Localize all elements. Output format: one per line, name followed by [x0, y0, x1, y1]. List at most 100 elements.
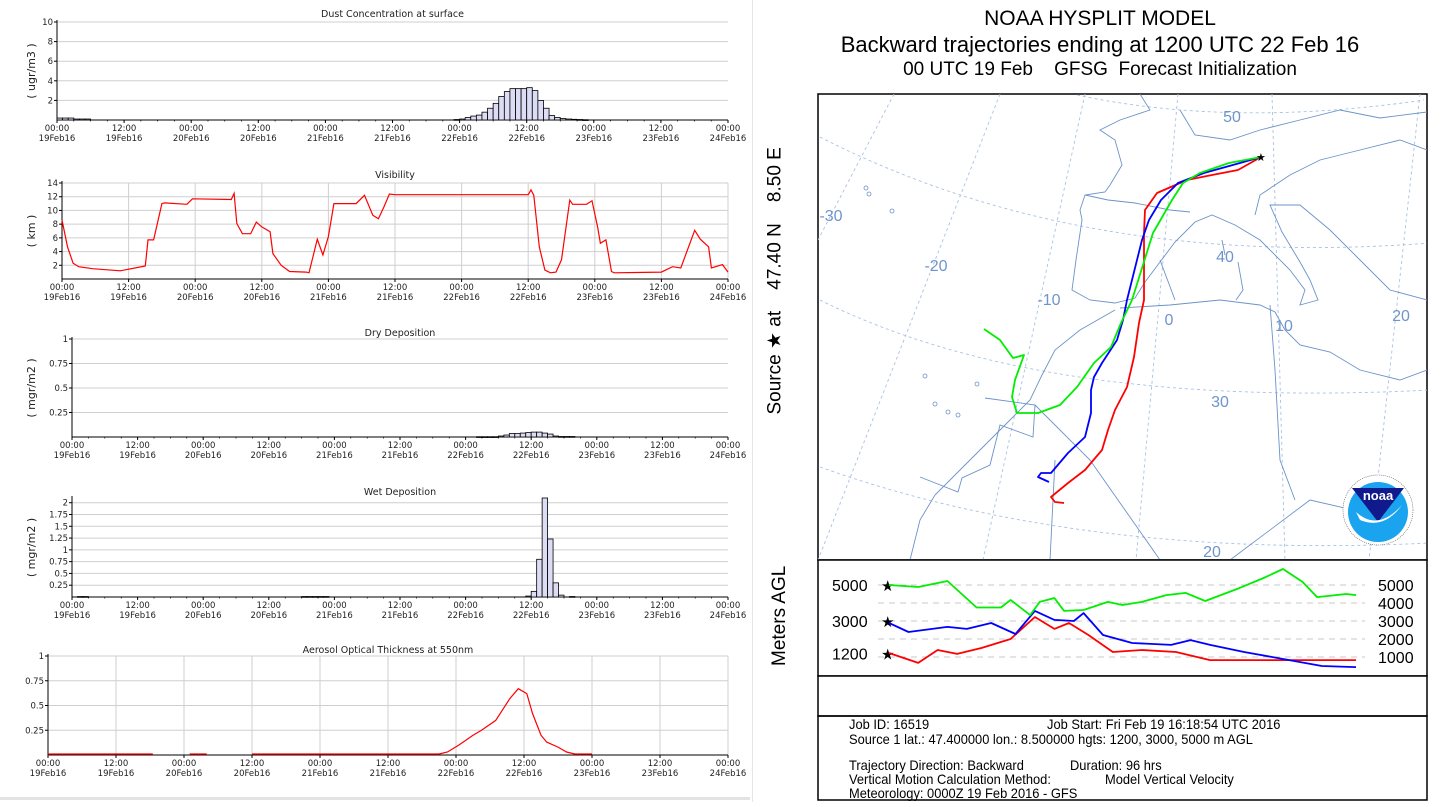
x-tick-date-label: 21Feb16 — [370, 769, 407, 779]
x-tick-date-label: 23Feb16 — [643, 293, 680, 303]
coastline — [1221, 239, 1226, 256]
source-star-icon: ★ — [1256, 152, 1266, 164]
bar — [312, 596, 319, 598]
panel-divider — [752, 0, 753, 802]
bar — [487, 107, 494, 121]
vertical-motion-value: Model Vertical Velocity — [1105, 771, 1234, 787]
x-tick-date-label: 19Feb16 — [54, 451, 91, 461]
x-tick-time-label: 00:00 — [45, 124, 70, 134]
bar — [82, 596, 89, 598]
x-tick-date-label: 19Feb16 — [98, 769, 135, 779]
chart-4: 0.250.50.75100:0019Feb1612:0019Feb1600:0… — [25, 645, 746, 779]
source-location-label: Source ★ at 47.40 N 8.50 E — [764, 147, 786, 415]
x-tick-time-label: 12:00 — [650, 601, 675, 611]
x-tick-time-label: 12:00 — [519, 441, 544, 451]
x-tick-time-label: 00:00 — [585, 441, 610, 451]
chart-1: 246810121400:0019Feb1612:0019Feb1600:002… — [25, 170, 746, 303]
x-tick-time-label: 00:00 — [453, 601, 478, 611]
bar — [576, 119, 584, 121]
x-tick-time-label: 00:00 — [36, 759, 61, 769]
x-tick-time-label: 00:00 — [191, 601, 216, 611]
x-tick-time-label: 00:00 — [60, 601, 85, 611]
x-tick-time-label: 00:00 — [447, 124, 472, 134]
coastline — [1119, 299, 1427, 381]
y-tick-label: 1.5 — [54, 522, 68, 532]
x-tick-date-label: 22Feb16 — [513, 611, 550, 621]
x-tick-date-label: 20Feb16 — [185, 451, 222, 461]
x-tick-time-label: 00:00 — [444, 759, 469, 769]
graticule-label: 30 — [1211, 394, 1229, 411]
x-tick-date-label: 20Feb16 — [240, 134, 277, 144]
x-tick-time-label: 00:00 — [60, 441, 85, 451]
x-tick-time-label: 00:00 — [191, 441, 216, 451]
x-tick-date-label: 22Feb16 — [513, 451, 550, 461]
chart-title: Aerosol Optical Thickness at 550nm — [303, 645, 474, 656]
x-tick-date-label: 22Feb16 — [438, 769, 475, 779]
x-tick-time-label: 12:00 — [388, 601, 413, 611]
series-line — [48, 687, 592, 755]
graticule-line — [982, 94, 1086, 560]
x-tick-time-label: 12:00 — [257, 441, 282, 451]
x-tick-time-label: 00:00 — [716, 601, 741, 611]
bar — [519, 432, 527, 438]
x-tick-time-label: 12:00 — [112, 124, 137, 134]
bar — [481, 111, 488, 121]
y-tick-label: 0.5 — [54, 569, 68, 579]
island-outline — [974, 381, 980, 387]
x-tick-date-label: 20Feb16 — [177, 293, 214, 303]
source-info: Source 1 lat.: 47.400000 lon.: 8.500000 … — [849, 731, 1253, 747]
bar — [582, 119, 589, 121]
bar — [503, 91, 511, 121]
hysplit-panel: 50 40 30 20 -30 -20 -10 0 10 20 ★ noaa 5000 4000 3000 2… — [755, 0, 1445, 802]
coastline — [1235, 261, 1244, 301]
x-tick-date-label: 21Feb16 — [307, 134, 344, 144]
bar — [547, 433, 554, 438]
island-outline — [932, 401, 938, 407]
bar — [503, 434, 510, 438]
y-tick-label: 4 — [53, 248, 58, 258]
graticule-label: 50 — [1223, 109, 1241, 126]
height-series-line — [888, 610, 1357, 668]
bar — [541, 497, 549, 598]
x-tick-time-label: 12:00 — [104, 759, 129, 769]
bar — [548, 115, 556, 121]
graticule-line — [1076, 94, 1425, 114]
height-panel-frame — [817, 559, 1428, 677]
bar — [317, 596, 324, 598]
chart-title: Dust Concentration at surface — [321, 9, 464, 20]
series-line — [61, 188, 729, 274]
x-tick-date-label: 23Feb16 — [642, 769, 679, 779]
coastline — [1254, 139, 1427, 216]
hysplit-subtitle: Backward trajectories ending at 1200 UTC… — [840, 32, 1360, 57]
job-id: Job ID: 16519 — [849, 716, 930, 732]
bar — [559, 118, 567, 121]
bar — [563, 436, 570, 438]
bar — [78, 118, 86, 121]
y-tick-label: 2 — [63, 499, 68, 509]
x-tick-time-label: 12:00 — [648, 759, 673, 769]
x-tick-time-label: 12:00 — [250, 283, 275, 293]
island-outline — [863, 185, 869, 191]
x-tick-date-label: 24Feb16 — [710, 611, 747, 621]
source-star-icon: ★ — [881, 646, 894, 663]
x-tick-date-label: 23Feb16 — [644, 451, 681, 461]
y-tick-label: 12 — [47, 193, 58, 203]
x-tick-date-label: 19Feb16 — [54, 611, 91, 621]
x-tick-date-label: 20Feb16 — [250, 611, 287, 621]
x-tick-time-label: 12:00 — [240, 759, 265, 769]
bar — [492, 436, 499, 438]
logo-bird-shape — [1352, 488, 1404, 522]
chart-3: 0.250.50.7511.251.51.75200:0019Feb1612:0… — [25, 487, 746, 621]
x-tick-date-label: 20Feb16 — [185, 611, 222, 621]
coastline — [919, 397, 1036, 493]
graticule-label: 10 — [1275, 318, 1293, 335]
y-tick-label: 1 — [39, 652, 44, 662]
x-tick-date-label: 21Feb16 — [382, 611, 419, 621]
x-tick-time-label: 00:00 — [582, 124, 607, 134]
right-height-label: 2000 — [1378, 632, 1414, 649]
x-tick-date-label: 19Feb16 — [119, 611, 156, 621]
x-tick-time-label: 00:00 — [183, 283, 208, 293]
x-tick-date-label: 19Feb16 — [110, 293, 147, 303]
